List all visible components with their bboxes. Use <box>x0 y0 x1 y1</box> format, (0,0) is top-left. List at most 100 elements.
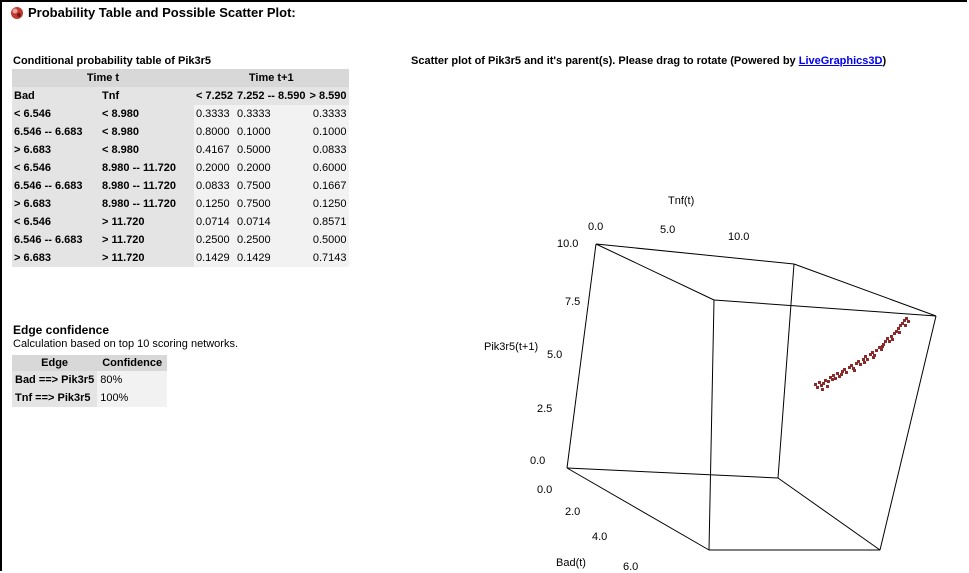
logo-icon <box>11 6 23 19</box>
table-cell: 0.3333 <box>194 105 236 123</box>
pik-tick: 2.5 <box>537 403 552 415</box>
table-cell: 6.546 -- 6.683 <box>12 231 100 249</box>
table-row: Tnf ==> Pik3r5 100% <box>12 389 168 407</box>
scatter-point <box>897 327 900 330</box>
scatter-point <box>855 362 858 365</box>
scatter-point <box>881 345 884 348</box>
table-cell: 80% <box>97 371 168 389</box>
scatter-point <box>878 346 881 349</box>
table-row: < 6.546 8.980 -- 11.720 0.2000 0.2000 0.6000 <box>12 159 349 177</box>
column-header: Edge <box>12 355 98 371</box>
scatter-point <box>873 354 876 357</box>
page-title: Probability Table and Possible Scatter P… <box>10 5 296 20</box>
table-cell: 8.980 -- 11.720 <box>100 195 194 213</box>
scatter-point <box>853 369 856 372</box>
table-cell: 0.3333 <box>235 105 308 123</box>
box-edge <box>879 315 937 551</box>
table-cell: > 11.720 <box>100 249 194 267</box>
table-cell: 0.1250 <box>307 195 349 213</box>
scatter-plot-3d[interactable]: Tnf(t) 0.0 5.0 10.0 10.0 7.5 Pik3r5(t+1)… <box>470 180 950 570</box>
scatter-point <box>838 375 841 378</box>
scatter-point <box>829 376 832 379</box>
box-edge <box>777 477 881 551</box>
table-cell: > 6.683 <box>12 249 100 267</box>
scatter-point <box>832 374 835 377</box>
scatter-caption-end: ) <box>882 55 887 67</box>
scatter-point <box>859 363 862 366</box>
table-cell: 0.5000 <box>307 231 349 249</box>
bad-axis-label: Bad(t) <box>556 557 586 569</box>
table-cell: 0.5000 <box>235 141 308 159</box>
table-cell: 8.980 -- 11.720 <box>100 159 194 177</box>
table-cell: < 6.546 <box>12 105 100 123</box>
bad-tick: 4.0 <box>592 531 607 543</box>
table-row: > 6.683 < 8.980 0.4167 0.5000 0.0833 <box>12 141 349 159</box>
table-cell: 0.0833 <box>194 177 236 195</box>
scatter-point <box>863 361 866 364</box>
table-row: < 6.546 > 11.720 0.0714 0.0714 0.8571 <box>12 213 349 231</box>
scatter-point <box>866 358 869 361</box>
scatter-point <box>864 355 867 358</box>
probability-table: Time t Time t+1 Bad Tnf < 7.252 7.252 --… <box>12 69 349 267</box>
column-header: Confidence <box>97 355 168 371</box>
pik-tick: 0.0 <box>530 455 545 467</box>
table-row: 6.546 -- 6.683 > 11.720 0.2500 0.2500 0.5000 <box>12 231 349 249</box>
scatter-point <box>880 348 883 351</box>
scatter-point <box>899 324 902 327</box>
table-row: 6.546 -- 6.683 < 8.980 0.8000 0.1000 0.1000 <box>12 123 349 141</box>
group-header-time-t1: Time t+1 <box>194 69 349 87</box>
pik-tick: 10.0 <box>557 238 578 250</box>
scatter-point <box>850 364 853 367</box>
table-cell: 0.6000 <box>307 159 349 177</box>
box-edge <box>793 263 937 317</box>
scatter-point <box>827 380 830 383</box>
box-edge <box>566 467 779 479</box>
scatter-point <box>893 332 896 335</box>
scatter-point <box>886 337 889 340</box>
plot-box <box>566 243 937 551</box>
tnf-tick: 5.0 <box>660 224 675 236</box>
scatter-point <box>843 368 846 371</box>
box-edge <box>566 243 597 469</box>
table-cell: 0.1250 <box>194 195 236 213</box>
table-row: > 6.683 > 11.720 0.1429 0.1429 0.7143 <box>12 249 349 267</box>
scatter-point <box>907 320 910 323</box>
table-cell: < 8.980 <box>100 123 194 141</box>
pik-tick: 7.5 <box>565 296 580 308</box>
column-header: > 8.590 <box>307 87 349 105</box>
scatter-point <box>862 358 865 361</box>
scatter-point <box>816 386 819 389</box>
table-cell: 0.2000 <box>235 159 308 177</box>
table-cell: 0.4167 <box>194 141 236 159</box>
table-cell: < 8.980 <box>100 141 194 159</box>
page-title-text: Probability Table and Possible Scatter P… <box>28 5 296 20</box>
scatter-point <box>869 353 872 356</box>
table-cell: 0.0833 <box>307 141 349 159</box>
scatter-point <box>826 385 829 388</box>
group-header-time-t: Time t <box>12 69 194 87</box>
column-header: 7.252 -- 8.590 <box>235 87 308 105</box>
livegraphics3d-link[interactable]: LiveGraphics3D <box>798 55 883 67</box>
column-header: < 7.252 <box>194 87 236 105</box>
table-cell: 0.1429 <box>235 249 308 267</box>
box-edge <box>595 243 715 301</box>
box-edge <box>566 467 710 551</box>
edge-confidence-subtitle: Calculation based on top 10 scoring netw… <box>13 338 239 350</box>
scatter-caption: Scatter plot of Pik3r5 and it's parent(s… <box>411 55 886 67</box>
column-header-row: Bad Tnf < 7.252 7.252 -- 8.590 > 8.590 <box>12 87 349 105</box>
bad-tick: 6.0 <box>623 561 638 570</box>
table-cell: Tnf ==> Pik3r5 <box>12 389 98 407</box>
scatter-point <box>852 367 855 370</box>
scatter-point <box>836 372 839 375</box>
scatter-point <box>831 378 834 381</box>
scatter-point <box>857 360 860 363</box>
table-cell: 0.7143 <box>307 249 349 267</box>
table-cell: > 11.720 <box>100 231 194 249</box>
scatter-point <box>888 340 891 343</box>
table-cell: > 11.720 <box>100 213 194 231</box>
table-cell: > 6.683 <box>12 195 100 213</box>
bad-tick: 0.0 <box>537 484 552 496</box>
scatter-point <box>872 356 875 359</box>
scatter-point <box>904 324 907 327</box>
